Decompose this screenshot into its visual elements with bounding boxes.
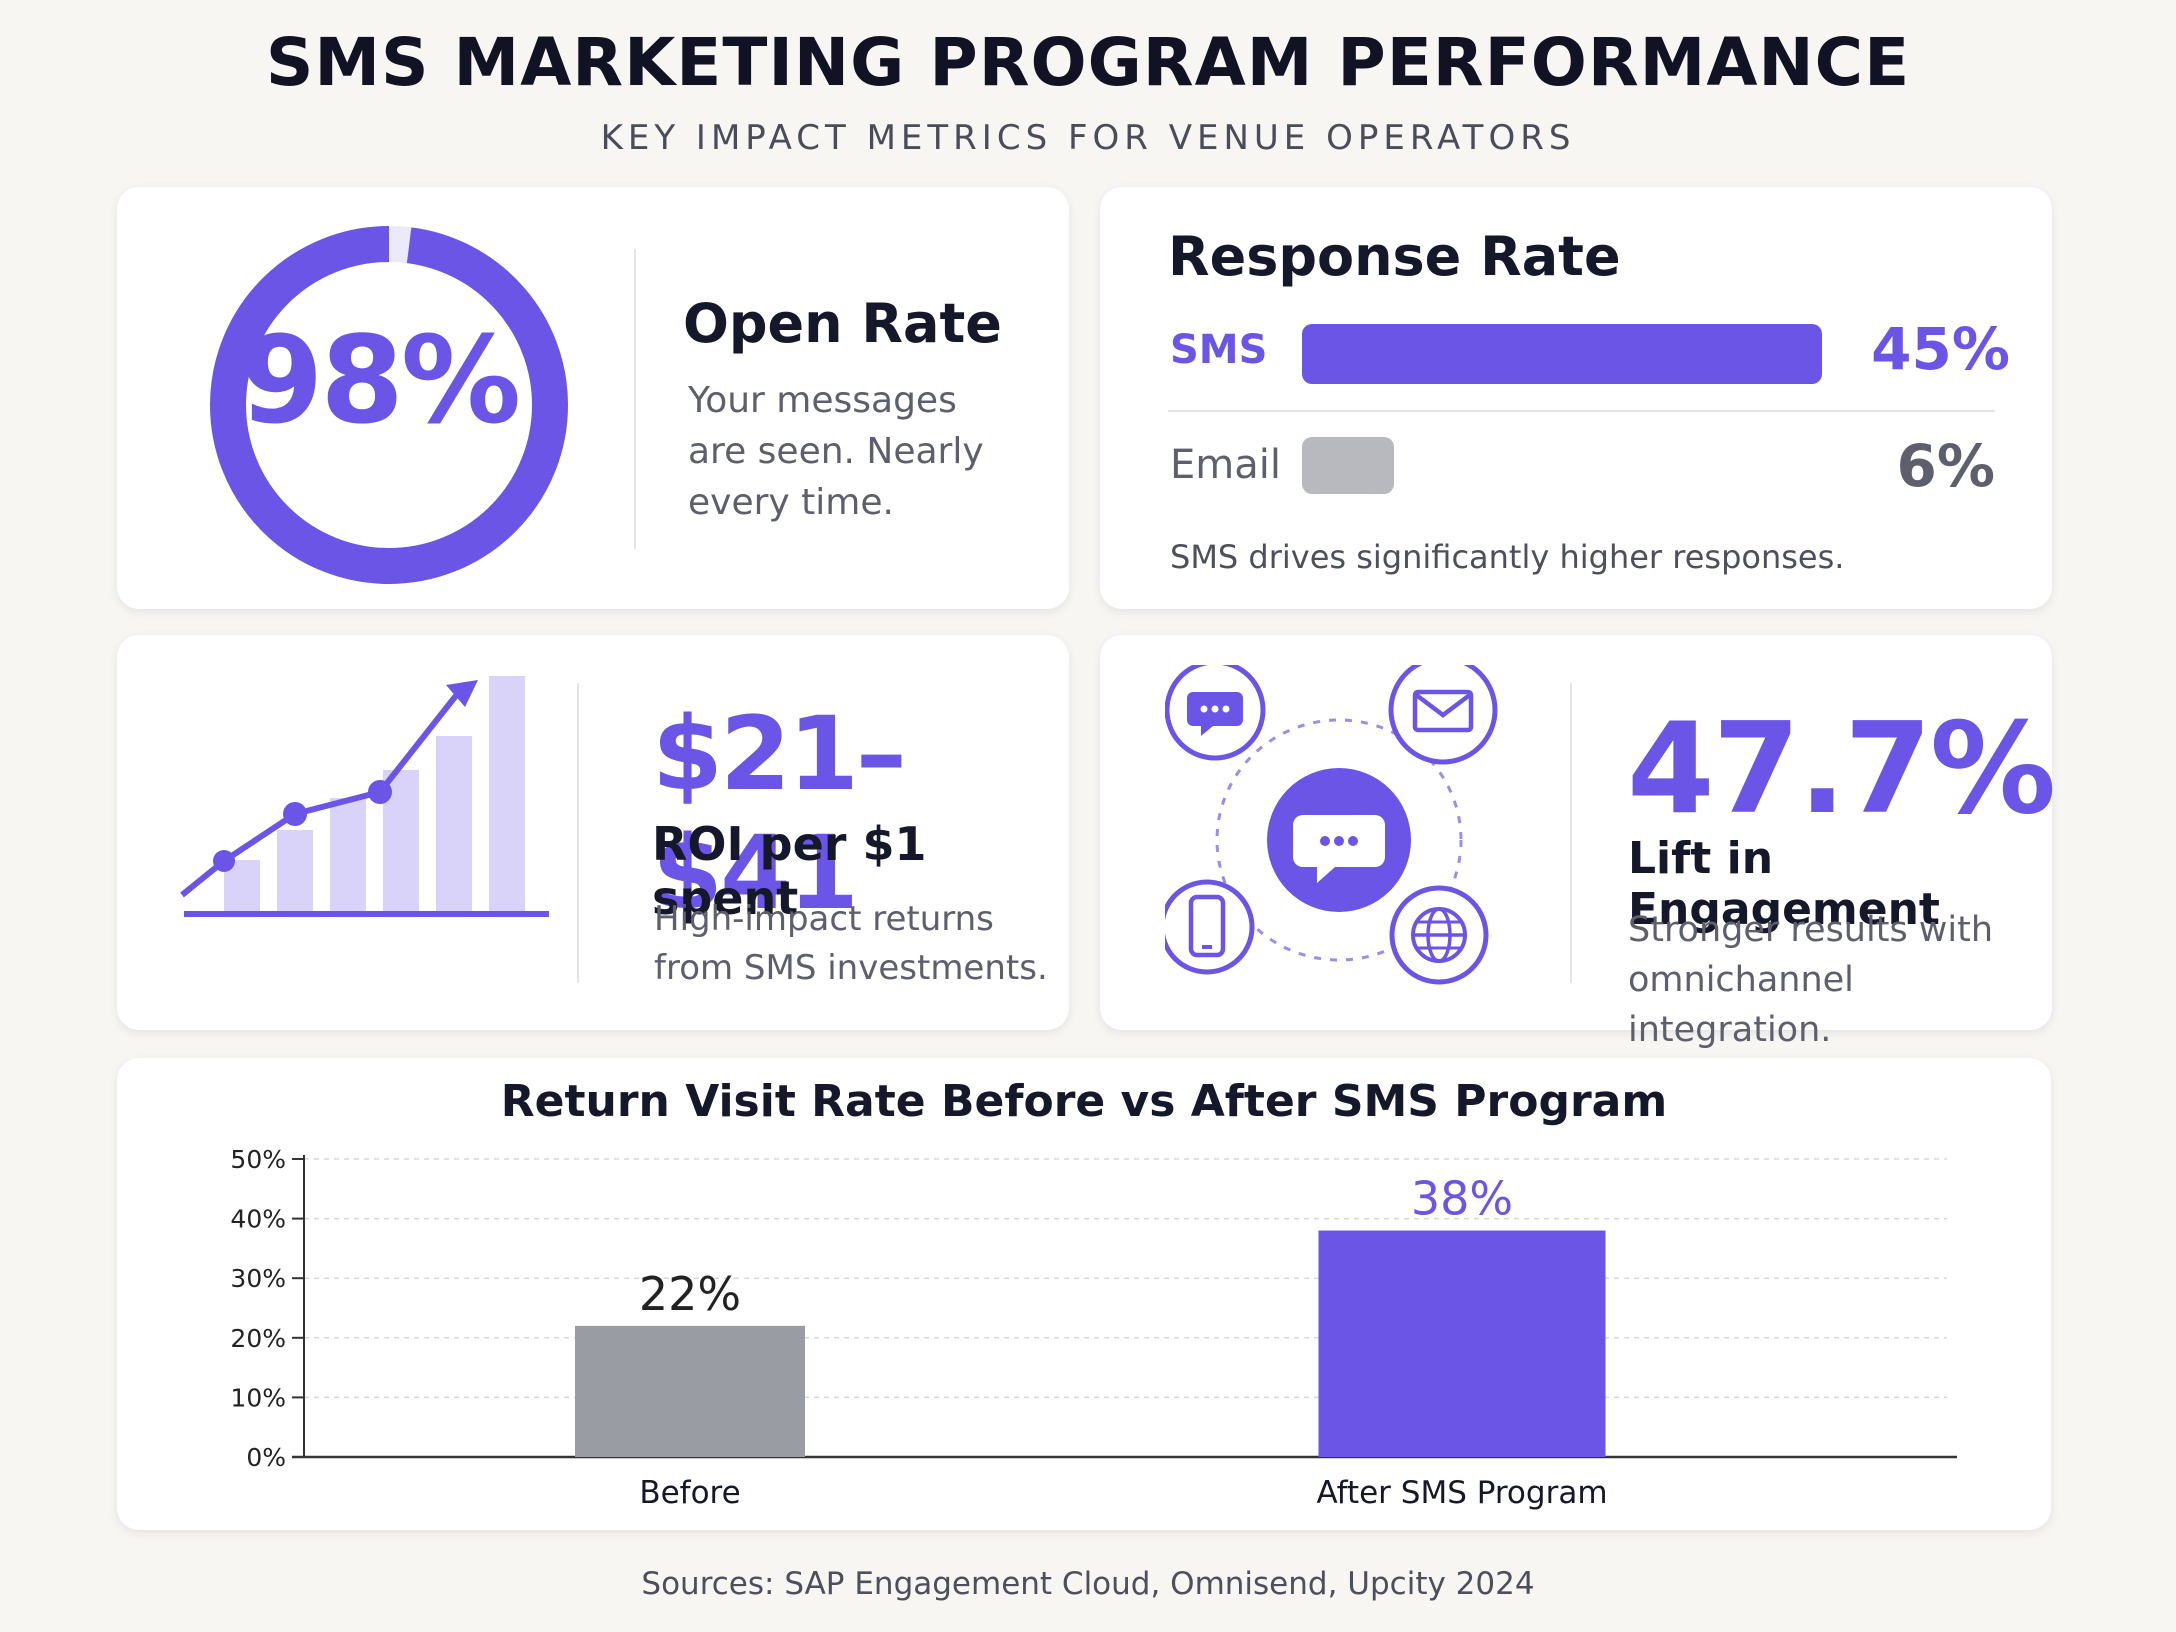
growth-arrow-head xyxy=(446,680,478,707)
roi-description: High-impact returns from SMS investments… xyxy=(654,895,1048,993)
message-center-icon xyxy=(1267,768,1411,912)
open-rate-heading: Open Rate xyxy=(683,292,1002,355)
response-rate-card: Response Rate SMS 45% Email 6% SMS drive… xyxy=(1100,187,2052,609)
roi-card: $21–$41 ROI per $1 spent High-impact ret… xyxy=(117,635,1069,1030)
smartphone-icon xyxy=(1165,879,1255,975)
description-line: Stronger results with xyxy=(1628,910,1994,950)
y-tick-label: 10% xyxy=(230,1383,286,1412)
response-rate-note: SMS drives significantly higher response… xyxy=(1170,538,1845,576)
engagement-value: 47.7% xyxy=(1627,695,2056,842)
divider xyxy=(634,249,636,549)
y-tick-label: 20% xyxy=(230,1324,286,1353)
chart-title: Return Visit Rate Before vs After SMS Pr… xyxy=(500,1076,1668,1127)
sms-response-bar xyxy=(1302,324,1822,384)
growth-point xyxy=(283,802,307,826)
growth-point xyxy=(368,780,392,804)
y-tick-label: 30% xyxy=(230,1264,286,1293)
growth-bar xyxy=(489,676,525,913)
description-line: Your messages xyxy=(688,380,957,421)
open-rate-donut xyxy=(210,226,568,584)
bar xyxy=(1318,1230,1606,1457)
page-subtitle: KEY IMPACT METRICS FOR VENUE OPERATORS xyxy=(600,118,1576,158)
description-line: are seen. Nearly xyxy=(688,431,984,472)
growth-bar xyxy=(277,830,313,913)
open-rate-value: 98% xyxy=(239,312,521,451)
engagement-description: Stronger results with omnichannel integr… xyxy=(1628,905,2052,1055)
email-response-bar xyxy=(1302,437,1394,494)
divider xyxy=(1168,410,1995,412)
x-category-label: Before xyxy=(639,1475,740,1511)
growth-chart-icon xyxy=(180,676,549,917)
roi-value: $21–$41 xyxy=(652,695,907,933)
open-rate-card: 98% Open Rate Your messages are seen. Ne… xyxy=(117,187,1069,609)
description-line: from SMS investments. xyxy=(654,948,1048,988)
divider xyxy=(577,683,579,983)
page-title: SMS MARKETING PROGRAM PERFORMANCE xyxy=(265,24,1911,101)
globe-icon xyxy=(1389,885,1489,985)
envelope-icon xyxy=(1388,665,1498,765)
sources-footnote: Sources: SAP Engagement Cloud, Omnisend,… xyxy=(641,1566,1535,1602)
donut-arc xyxy=(210,226,568,584)
engagement-label: Lift in Engagement xyxy=(1628,833,1940,935)
description-line: High-impact returns xyxy=(654,899,994,939)
orbit-ring xyxy=(1215,718,1463,962)
email-label: Email xyxy=(1170,442,1281,488)
growth-bar xyxy=(436,736,472,913)
email-response-value: 6% xyxy=(1896,432,1995,500)
return-visit-bar-chart: 0% 10% 20% 30% 40% 50% 22% Before 38% After SMS P… xyxy=(230,1145,1957,1511)
bar-value-label: 38% xyxy=(1411,1172,1513,1226)
divider xyxy=(1570,683,1572,983)
growth-point xyxy=(213,850,235,872)
response-rate-heading: Response Rate xyxy=(1168,225,1621,288)
bar-value-label: 22% xyxy=(639,1267,741,1321)
description-line: omnichannel integration. xyxy=(1628,960,1854,1050)
return-visit-chart-card: Return Visit Rate Before vs After SMS Pr… xyxy=(117,1058,2051,1530)
chat-bubble-icon xyxy=(1165,665,1266,761)
open-rate-description: Your messages are seen. Nearly every tim… xyxy=(688,375,984,528)
bar xyxy=(575,1325,805,1457)
x-category-label: After SMS Program xyxy=(1316,1475,1607,1511)
engagement-card: 47.7% Lift in Engagement Stronger result… xyxy=(1100,635,2056,1050)
description-line: every time. xyxy=(688,482,894,523)
omnichannel-icons xyxy=(1165,665,1498,985)
y-tick-label: 50% xyxy=(230,1145,286,1174)
y-tick-label: 0% xyxy=(246,1443,286,1472)
y-tick-label: 40% xyxy=(230,1205,286,1234)
roi-label: ROI per $1 spent xyxy=(652,817,927,925)
sms-label: SMS xyxy=(1170,327,1268,373)
sms-response-value: 45% xyxy=(1871,315,2010,383)
growth-bar xyxy=(330,798,366,913)
